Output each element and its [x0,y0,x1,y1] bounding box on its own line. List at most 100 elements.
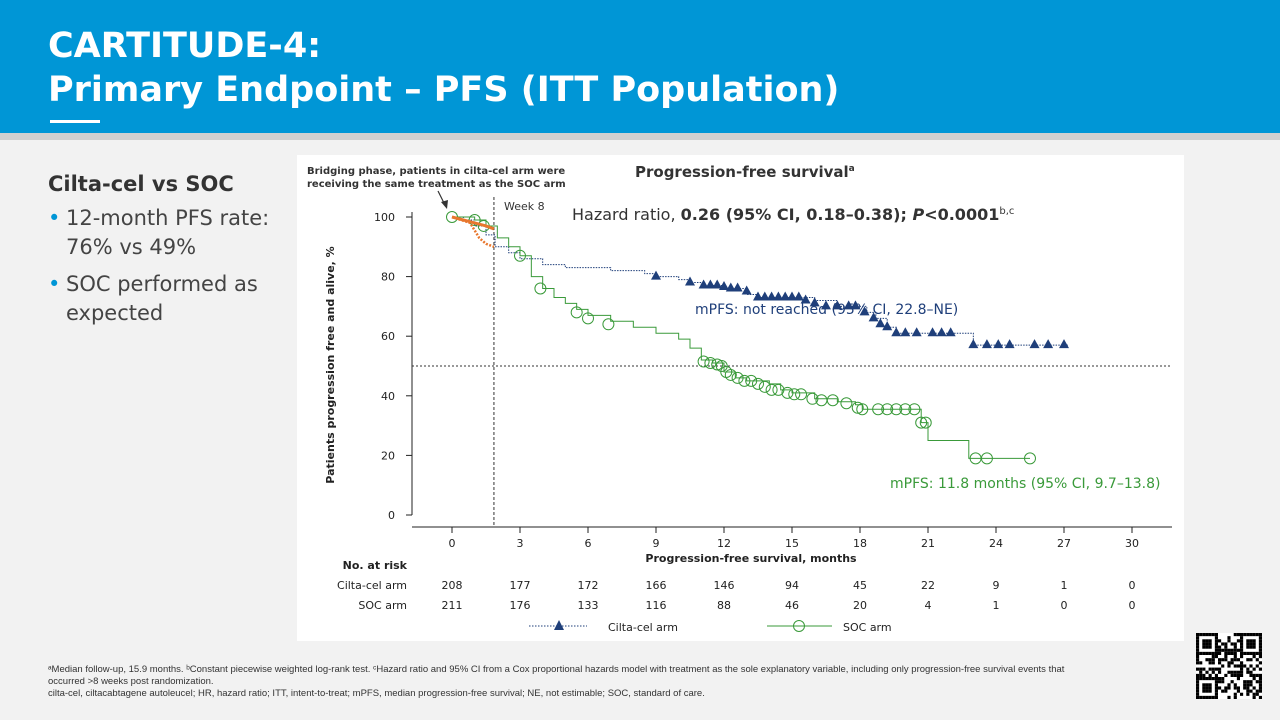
censor-triangle [927,327,938,337]
censor-triangle [759,291,770,301]
bridging-note-2: receiving the same treatment as the SOC … [307,179,566,190]
censor-circle [514,249,526,262]
censor-triangle [882,321,893,331]
censor-circle [781,386,794,399]
footnote-1: ᵃMedian follow-up, 15.9 months. ᵇConstan… [48,664,1065,687]
censor-triangle [936,327,947,337]
footnote-2: cilta-cel, ciltacabtagene autoleucel; HR… [48,688,705,699]
censor-circle [738,374,751,387]
censor-circle [840,397,853,410]
censor-triangle [651,270,661,280]
qr-code[interactable] [1196,633,1262,699]
censor-triangle [809,297,820,307]
key-points-heading: Cilta-cel vs SOC [48,172,234,196]
censor-circle [602,318,615,331]
bullet-pfs-rate: 12-month PFS rate: 76% vs 49% [48,204,288,262]
censor-triangle [705,279,716,289]
at-risk-value: 22 [921,579,935,592]
censor-triangle [981,339,992,349]
censor-triangle [741,285,752,295]
censor-triangle [793,291,804,301]
x-tick-label: 21 [921,537,935,550]
at-risk-value: 166 [646,579,667,592]
bridging-solid-line [451,215,495,231]
title-underline [50,120,100,123]
chart-panel: Bridging phase, patients in cilta-cel ar… [297,155,1184,641]
censor-triangle [685,276,695,286]
legend-triangle-icon [554,620,564,630]
at-risk-value: 0 [1129,579,1136,592]
censor-circle [758,380,771,393]
y-tick-label: 100 [374,211,395,224]
censor-triangle [780,291,791,301]
censor-triangle [766,291,777,301]
censor-circle [980,452,993,465]
censor-triangle [968,339,979,349]
censor-circle [908,403,921,416]
at-risk-value: 46 [785,599,799,612]
censor-triangle [1059,339,1069,349]
censor-circle [806,392,819,405]
censor-triangle [732,282,743,292]
censor-circle [890,403,903,416]
x-tick-label: 30 [1125,537,1139,550]
bridging-note-1: Bridging phase, patients in cilta-cel ar… [307,166,565,177]
censor-circle [1024,452,1036,465]
censor-triangle [1029,339,1040,349]
divider [0,133,1280,140]
censor-triangle [725,282,736,292]
at-risk-value: 116 [646,599,667,612]
censor-circle [795,388,808,401]
y-tick-label: 80 [381,271,395,284]
censor-circle [851,401,864,414]
censor-triangle [800,294,811,304]
censor-triangle [787,291,797,301]
arrow-icon [437,190,448,209]
at-risk-value: 1 [1061,579,1068,592]
bridging-dotted-line [451,215,495,248]
at-risk-value: 0 [1129,599,1136,612]
at-risk-value: 45 [853,579,867,592]
censor-circle [704,357,717,370]
censor-triangle [821,300,831,310]
censor-triangle [712,279,723,289]
censor-triangle [993,339,1004,349]
series-line-cilta [452,216,1069,346]
censor-circle [697,355,710,368]
at-risk-title: No. at risk [343,559,408,572]
censor-triangle [911,327,922,337]
x-tick-label: 12 [717,537,731,550]
censor-triangle [900,327,911,337]
censor-triangle [773,291,784,301]
legend-circle-icon [793,620,805,632]
censor-triangle [868,312,879,322]
censor-circle [765,383,778,396]
at-risk-value: 208 [442,579,463,592]
y-tick-label: 60 [381,330,395,343]
x-tick-label: 15 [785,537,799,550]
censor-circle [570,306,583,319]
x-tick-label: 0 [449,537,456,550]
censor-circle [534,282,547,295]
censor-triangle [719,281,729,291]
censor-circle [826,394,839,407]
x-tick-label: 27 [1057,537,1071,550]
at-risk-soc-label: SOC arm [358,599,407,612]
week8-label: Week 8 [504,200,545,213]
legend-soc: SOC arm [843,621,892,634]
chart-title: Progression-free survivala [635,163,855,181]
censor-circle [915,416,928,429]
slide-title-line2: Primary Endpoint – PFS (ITT Population) [48,70,840,110]
at-risk-value: 4 [925,599,932,612]
censor-circle [856,403,869,416]
footnotes: ᵃMedian follow-up, 15.9 months. ᵇConstan… [48,664,1098,700]
legend-cilta: Cilta-cel arm [608,621,678,634]
censor-triangle [875,318,886,328]
x-tick-label: 3 [517,537,524,550]
at-risk-value: 176 [510,599,531,612]
at-risk-value: 133 [578,599,599,612]
censor-circle [872,403,885,416]
key-points: Cilta-cel vs SOC 12-month PFS rate: 76% … [48,172,288,336]
x-tick-label: 18 [853,537,867,550]
x-tick-label: 6 [585,537,592,550]
